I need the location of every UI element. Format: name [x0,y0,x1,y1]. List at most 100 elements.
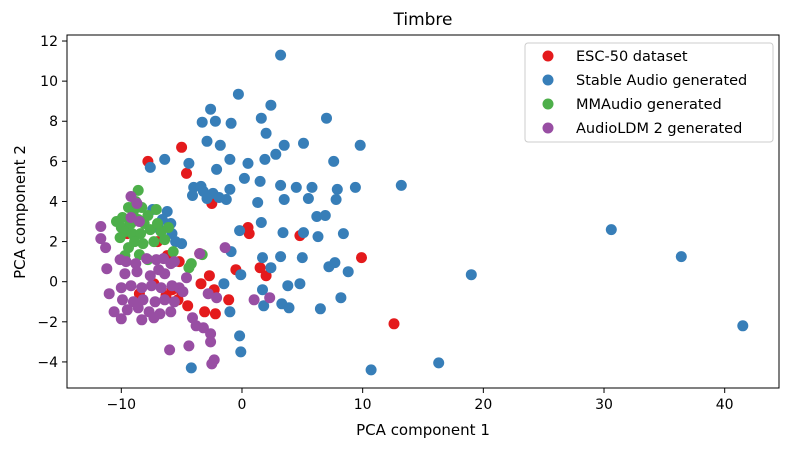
data-point [260,270,272,282]
data-point [130,258,142,270]
data-point [115,313,127,325]
data-point [131,266,143,278]
data-point [176,141,188,153]
y-tick-label: 0 [49,275,58,291]
data-point [312,231,324,243]
data-point [144,270,156,282]
data-point [162,222,174,233]
data-point [365,364,377,376]
data-point [168,296,180,308]
data-point [117,294,128,306]
data-point [675,251,687,263]
data-point [194,248,206,260]
data-point [149,296,161,308]
data-point [159,294,171,306]
x-axis-label: PCA component 1 [356,421,490,439]
data-point [235,346,247,358]
data-point [153,264,165,276]
data-point [136,314,148,326]
data-point [342,266,354,278]
data-point [737,320,749,332]
legend-label: Stable Audio generated [576,73,747,89]
data-point [294,278,306,290]
data-point [388,318,400,330]
data-point [264,292,276,304]
data-point [314,303,326,315]
data-point [181,272,192,284]
data-point [278,194,290,205]
data-point [257,252,268,264]
data-point [119,268,131,280]
data-point [331,183,343,195]
data-point [275,49,287,61]
data-point [182,300,194,312]
data-point [252,197,264,208]
data-point [205,336,217,348]
data-point [232,88,244,100]
data-point [148,312,160,324]
data-point [144,161,156,173]
legend-marker [542,98,554,110]
data-point [101,263,113,275]
data-point [270,148,282,160]
data-point [282,280,294,292]
data-point [141,253,153,265]
data-point [133,216,145,227]
x-tick-label: 20 [474,397,492,413]
legend: ESC-50 dataset Stable Audio generated MMAu… [524,42,774,143]
data-point [255,112,267,124]
data-point [328,155,340,167]
data-point [201,135,213,147]
data-point [148,236,160,248]
data-point [125,280,137,292]
data-point [311,211,323,222]
data-point [183,340,195,352]
data-point [218,278,230,290]
data-point [278,139,290,151]
x-tick-label: −10 [107,397,137,413]
data-point [137,294,149,306]
legend-label: MMAudio generated [576,97,722,113]
y-axis-ticks: −4 −2 0 2 4 6 8 10 12 [37,34,67,371]
data-point [277,227,289,239]
data-point [258,300,270,312]
data-point [242,157,254,169]
data-point [100,242,112,254]
legend-label: ESC-50 dataset [576,49,688,65]
data-point [354,139,366,151]
data-point [195,278,207,290]
data-point [199,306,211,318]
data-point [296,252,308,264]
legend-label: AudioLDM 2 generated [576,121,742,137]
y-tick-label: 8 [49,114,58,130]
data-points [95,49,749,376]
data-point [214,139,226,151]
data-point [302,193,314,204]
data-point [254,262,266,274]
x-tick-label: 0 [238,397,247,413]
x-axis-ticks: −10 0 10 20 30 40 [107,388,734,413]
data-point [146,280,157,292]
data-point [165,306,177,318]
data-point [298,137,309,149]
data-point [168,256,180,268]
data-point [155,282,167,294]
data-point [95,233,107,245]
data-point [349,181,361,193]
data-point [248,294,260,306]
data-point [152,218,163,229]
data-point [235,269,247,281]
data-point [223,294,235,306]
data-point [108,306,120,318]
data-point [177,286,189,298]
data-point [335,292,347,304]
data-point [135,228,147,240]
data-point [183,262,195,274]
data-point [433,357,445,369]
data-point [260,127,272,139]
data-point [150,204,162,215]
data-point [211,163,223,175]
data-point [321,112,332,124]
data-point [275,251,287,263]
